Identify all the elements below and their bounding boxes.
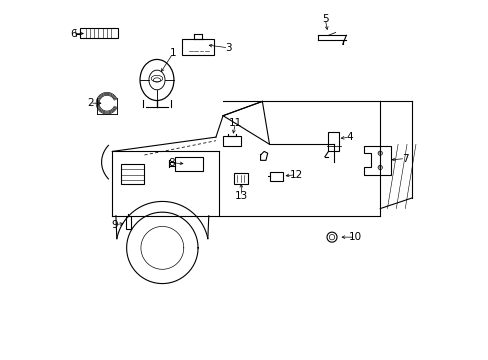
Text: 1: 1 — [169, 48, 176, 58]
Text: 7: 7 — [401, 154, 408, 163]
Text: 5: 5 — [321, 14, 328, 24]
Text: 8: 8 — [167, 158, 174, 168]
Text: 10: 10 — [348, 232, 361, 242]
Text: 3: 3 — [224, 43, 231, 53]
Text: 12: 12 — [289, 170, 302, 180]
Text: 13: 13 — [235, 191, 248, 201]
Text: 6: 6 — [70, 28, 77, 39]
Text: 11: 11 — [228, 118, 242, 128]
Text: 4: 4 — [346, 132, 352, 142]
Text: 9: 9 — [112, 220, 118, 230]
Text: 2: 2 — [87, 98, 93, 108]
